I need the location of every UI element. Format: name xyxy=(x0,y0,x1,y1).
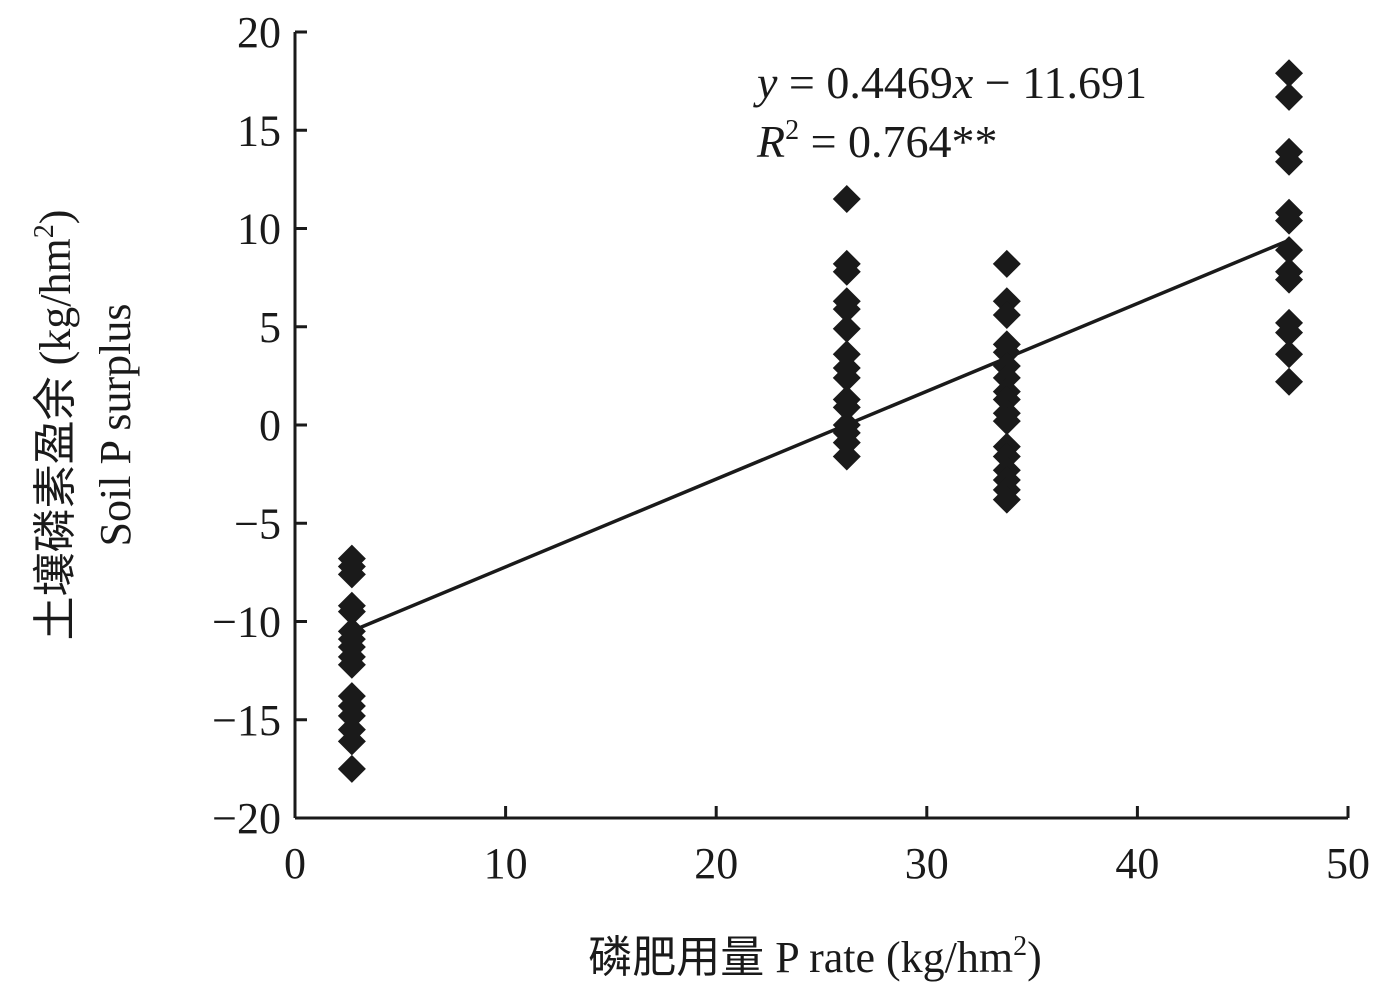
eq-y-symbol: y xyxy=(753,57,778,108)
y-tick-label: −15 xyxy=(212,696,281,745)
y-tick-label: 0 xyxy=(259,401,281,450)
data-point xyxy=(832,442,861,471)
data-point xyxy=(1275,147,1304,176)
x-axis-title-main: 磷肥用量 P rate (kg/hm xyxy=(588,933,1013,982)
data-point xyxy=(337,754,366,783)
trendline-layer xyxy=(351,238,1290,633)
data-point xyxy=(1275,82,1304,111)
data-point xyxy=(1275,367,1304,396)
x-axis-title-close: ) xyxy=(1027,933,1042,982)
data-point xyxy=(337,597,366,626)
data-point xyxy=(1275,318,1304,347)
x-tick-label: 30 xyxy=(905,839,949,888)
data-point xyxy=(1275,206,1304,235)
r2-symbol: R xyxy=(756,116,785,167)
y-tick-label: 20 xyxy=(237,8,281,57)
y-tick-label: −20 xyxy=(212,794,281,843)
data-point xyxy=(832,295,861,324)
x-tick-label: 20 xyxy=(694,839,738,888)
r2-value: = 0.764** xyxy=(799,116,997,167)
data-point xyxy=(1275,59,1304,88)
data-point xyxy=(832,393,861,422)
y-axis-title-line1-group: 土壤磷素盈余 (kg/hm2) xyxy=(29,210,80,641)
data-point xyxy=(832,314,861,343)
x-axis-title: 磷肥用量 P rate (kg/hm2) xyxy=(588,931,1042,982)
data-point xyxy=(992,249,1021,278)
x-tick-label: 0 xyxy=(284,839,306,888)
y-axis-title-sup: 2 xyxy=(29,224,60,238)
eq-slope: = 0.4469 xyxy=(777,57,952,108)
x-tick-label: 10 xyxy=(484,839,528,888)
x-tick-label: 50 xyxy=(1326,839,1370,888)
data-point xyxy=(992,485,1021,514)
data-point xyxy=(832,185,861,214)
y-axis-title-main: 土壤磷素盈余 (kg/hm xyxy=(31,238,80,640)
data-point xyxy=(1275,340,1304,369)
y-axis-title-line2-group: Soil P surplus xyxy=(91,304,140,547)
data-point xyxy=(337,650,366,679)
data-point xyxy=(337,727,366,756)
y-tick-label: −10 xyxy=(212,598,281,647)
eq-intercept: − 11.691 xyxy=(973,57,1147,108)
y-axis-title-chinese: 土壤磷素盈余 (kg/hm2) xyxy=(29,210,80,641)
data-point xyxy=(832,363,861,392)
data-point xyxy=(1275,236,1304,265)
y-tick-label: 10 xyxy=(237,205,281,254)
data-point xyxy=(1275,265,1304,294)
regression-equation: y = 0.4469x − 11.691 xyxy=(753,57,1147,108)
y-tick-label: 5 xyxy=(259,303,281,352)
eq-x-symbol: x xyxy=(952,57,974,108)
data-point xyxy=(337,560,366,589)
y-axis-title-english: Soil P surplus xyxy=(91,304,140,547)
data-point xyxy=(992,407,1021,436)
data-point xyxy=(832,257,861,286)
x-tick-label: 40 xyxy=(1115,839,1159,888)
r-squared: R2 = 0.764** xyxy=(756,115,998,167)
y-tick-label: −5 xyxy=(234,499,281,548)
r2-superscript: 2 xyxy=(785,115,799,146)
data-point xyxy=(992,300,1021,329)
trendline xyxy=(351,238,1290,633)
y-axis-title-close: ) xyxy=(31,210,80,225)
x-axis-title-sup: 2 xyxy=(1013,931,1027,962)
y-tick-label: 15 xyxy=(237,106,281,155)
data-points-layer xyxy=(337,59,1304,783)
